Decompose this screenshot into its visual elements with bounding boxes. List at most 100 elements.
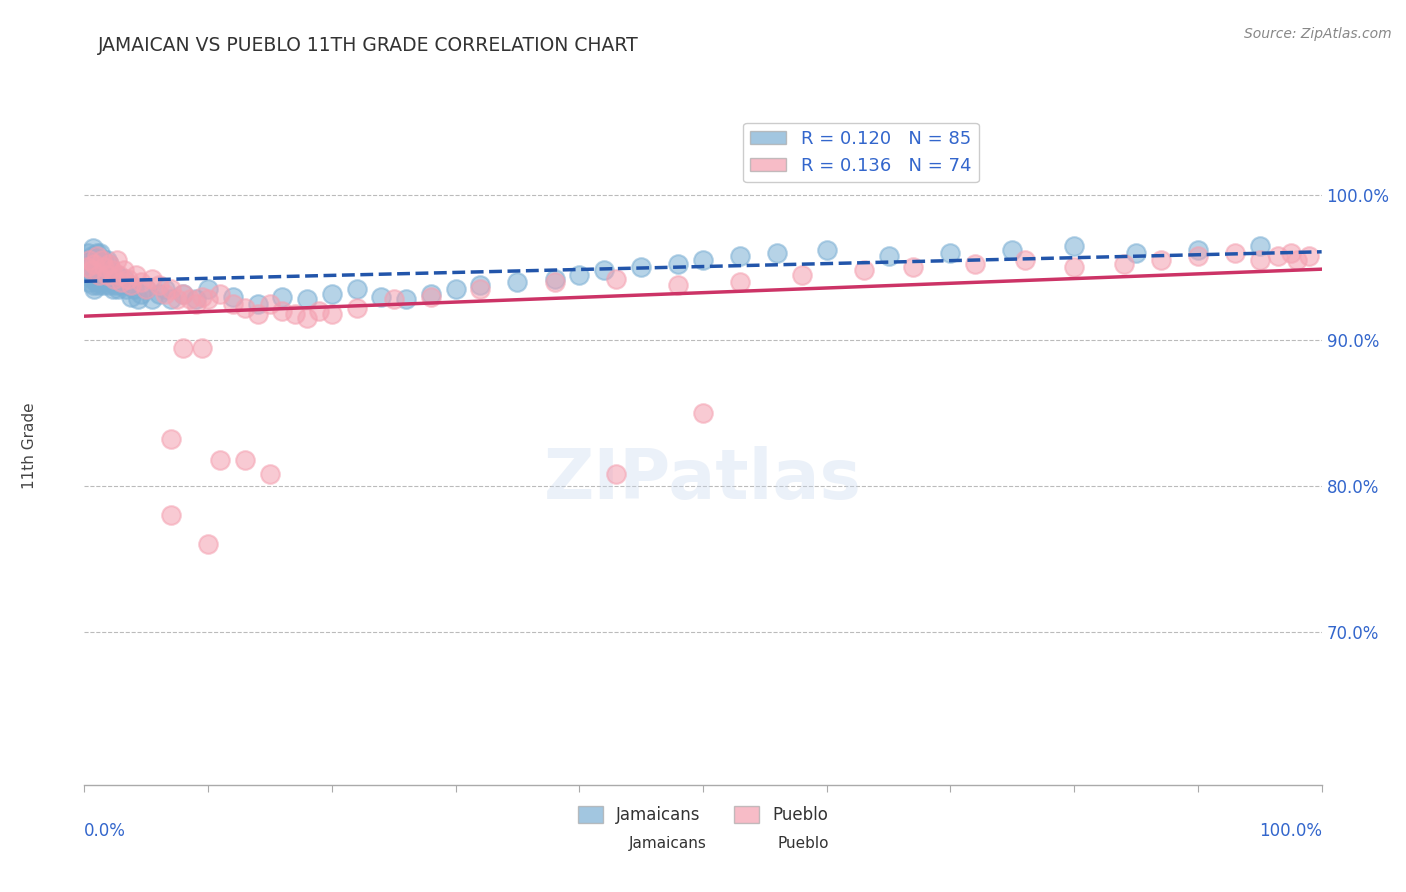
Point [321, 286, 343, 301]
Point [179, 293, 201, 307]
Point [470, 277, 492, 292]
Point [82, 242, 104, 256]
Point [1267, 249, 1289, 263]
Point [87, 277, 110, 292]
Point [1298, 249, 1320, 263]
Text: 100.0%: 100.0% [1258, 822, 1322, 840]
Point [370, 289, 392, 303]
Point [160, 282, 183, 296]
Point [86, 275, 108, 289]
Point [84, 268, 107, 282]
Point [246, 297, 269, 311]
Point [120, 289, 142, 303]
Point [728, 275, 751, 289]
Point [83, 253, 105, 268]
Point [191, 341, 214, 355]
Point [148, 286, 170, 301]
Point [877, 249, 900, 263]
Point [209, 286, 232, 301]
Point [233, 301, 256, 316]
Point [79, 258, 101, 272]
Point [153, 286, 176, 301]
Point [105, 268, 128, 282]
Point [96, 275, 118, 289]
Point [1223, 245, 1246, 260]
Point [83, 258, 105, 272]
Point [101, 282, 124, 296]
Point [108, 275, 131, 289]
Point [135, 282, 157, 296]
Point [86, 245, 108, 260]
Point [728, 249, 751, 263]
Point [129, 286, 152, 301]
Point [271, 304, 294, 318]
Point [209, 453, 232, 467]
Point [160, 508, 183, 523]
Point [86, 249, 108, 263]
Point [197, 293, 219, 307]
Point [125, 268, 148, 282]
Point [89, 245, 111, 260]
Point [98, 268, 121, 282]
Point [321, 307, 343, 321]
Point [543, 272, 565, 286]
Point [110, 277, 132, 292]
Point [1249, 238, 1271, 252]
Point [91, 277, 114, 292]
Point [295, 293, 318, 307]
Point [77, 245, 100, 260]
Point [1112, 258, 1135, 272]
Text: Pueblo: Pueblo [778, 836, 828, 851]
Point [141, 293, 163, 307]
Point [444, 282, 467, 296]
Point [98, 258, 121, 272]
Point [1063, 260, 1085, 275]
Point [129, 275, 152, 289]
Point [766, 245, 789, 260]
Point [184, 293, 207, 307]
Point [112, 272, 135, 286]
Point [104, 277, 127, 292]
Point [184, 297, 207, 311]
Point [97, 268, 120, 282]
Legend: Jamaicans, Pueblo: Jamaicans, Pueblo [571, 799, 835, 830]
Point [666, 258, 689, 272]
Point [110, 275, 132, 289]
Text: Source: ZipAtlas.com: Source: ZipAtlas.com [1244, 27, 1392, 41]
Text: Jamaicans: Jamaicans [628, 836, 707, 851]
Point [1150, 253, 1173, 268]
Point [1063, 238, 1085, 252]
Point [259, 297, 281, 311]
Point [815, 243, 838, 257]
Point [271, 289, 294, 303]
Point [93, 260, 115, 275]
Point [903, 260, 925, 275]
Point [100, 275, 122, 289]
Text: 0.0%: 0.0% [84, 822, 127, 840]
Point [172, 286, 194, 301]
Point [284, 307, 307, 321]
Point [84, 260, 107, 275]
Point [76, 260, 98, 275]
Point [82, 277, 104, 292]
Point [79, 275, 101, 289]
Point [605, 467, 627, 482]
Point [1014, 253, 1036, 268]
Point [160, 433, 183, 447]
Point [115, 282, 138, 296]
Point [259, 467, 281, 482]
Point [90, 263, 112, 277]
Point [965, 258, 987, 272]
Point [98, 258, 121, 272]
Point [543, 275, 565, 289]
Point [295, 311, 318, 326]
Point [308, 304, 330, 318]
Point [160, 293, 183, 307]
Point [222, 289, 245, 303]
Point [87, 253, 110, 268]
Point [93, 272, 115, 286]
Point [419, 289, 441, 303]
Point [98, 277, 121, 292]
Point [118, 277, 141, 292]
Point [692, 406, 714, 420]
